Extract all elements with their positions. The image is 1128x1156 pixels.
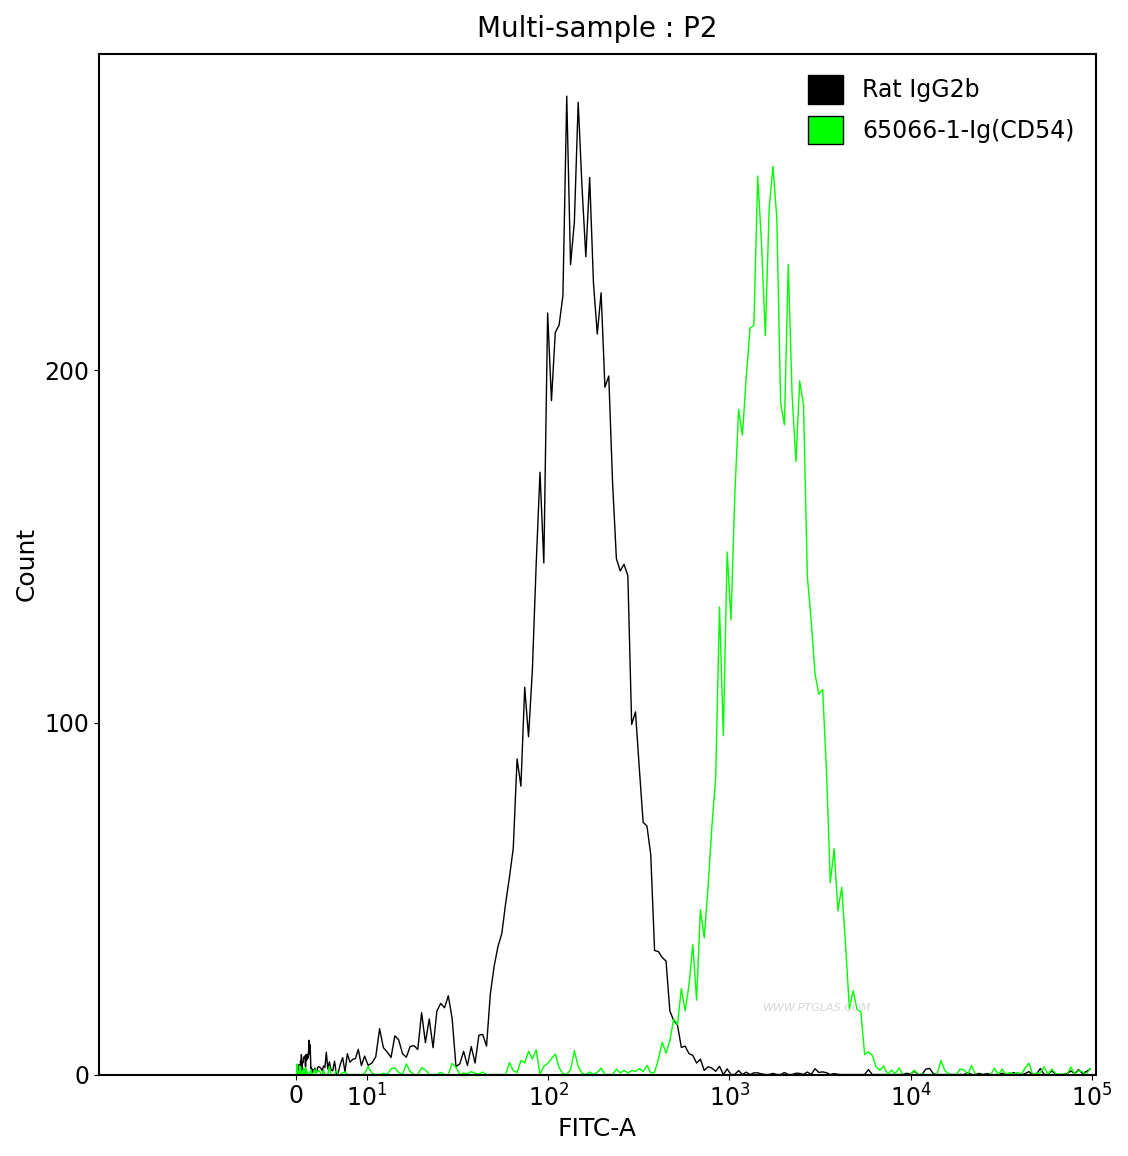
Y-axis label: Count: Count	[15, 527, 39, 601]
Rat IgG2b	[969, 1068, 982, 1082]
65066-1-Ig(CD54)	[972, 1068, 986, 1082]
Rat IgG2b	[1083, 1062, 1096, 1076]
Legend: Rat IgG2b, 65066-1-Ig(CD54): Rat IgG2b, 65066-1-Ig(CD54)	[799, 66, 1084, 154]
Rat IgG2b	[559, 89, 573, 103]
65066-1-Ig(CD54)	[851, 1002, 864, 1016]
Title: Multi-sample : P2: Multi-sample : P2	[477, 15, 717, 43]
Rat IgG2b	[663, 1005, 677, 1018]
65066-1-Ig(CD54)	[1083, 1061, 1096, 1075]
65066-1-Ig(CD54)	[290, 1068, 303, 1082]
Line: 65066-1-Ig(CD54): 65066-1-Ig(CD54)	[297, 166, 1090, 1075]
Rat IgG2b	[329, 1068, 343, 1082]
65066-1-Ig(CD54)	[290, 1057, 303, 1070]
Rat IgG2b	[290, 1068, 303, 1082]
65066-1-Ig(CD54)	[766, 160, 779, 173]
X-axis label: FITC-A: FITC-A	[558, 1117, 637, 1141]
65066-1-Ig(CD54)	[663, 1033, 677, 1047]
65066-1-Ig(CD54)	[290, 1067, 303, 1081]
65066-1-Ig(CD54)	[556, 1067, 570, 1081]
Line: Rat IgG2b: Rat IgG2b	[297, 96, 1090, 1075]
Rat IgG2b	[290, 1068, 303, 1082]
65066-1-Ig(CD54)	[332, 1068, 345, 1082]
Text: WWW.PTGLAS.COM: WWW.PTGLAS.COM	[763, 1003, 871, 1014]
Rat IgG2b	[846, 1068, 860, 1082]
Rat IgG2b	[553, 318, 566, 332]
